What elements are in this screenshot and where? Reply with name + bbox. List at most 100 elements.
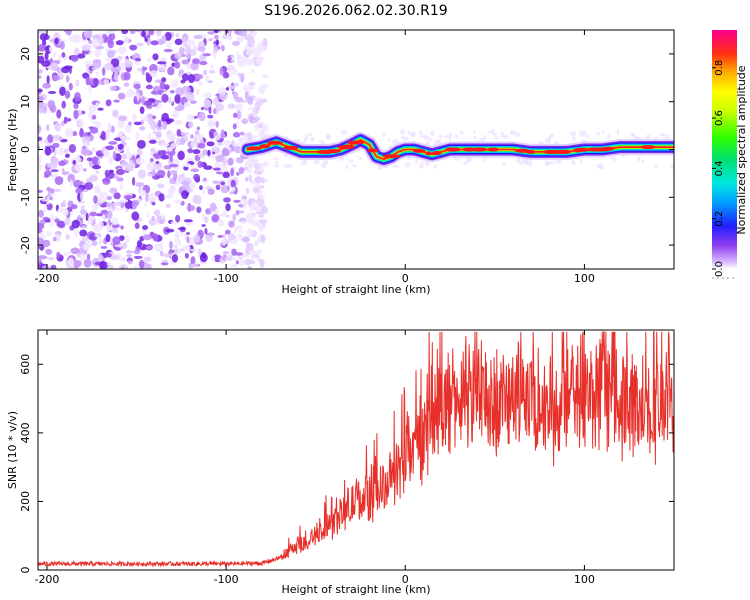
noise-blob (170, 220, 178, 225)
noise-blob (230, 179, 236, 188)
noise-blob (163, 195, 174, 199)
noise-blob (159, 81, 166, 90)
noise-blob (147, 133, 152, 140)
noise-blob (46, 75, 50, 84)
noise-blob (213, 34, 219, 40)
noise-blob (239, 259, 245, 267)
noise-blob (121, 30, 129, 35)
noise-blob (234, 252, 243, 256)
noise-blob (93, 77, 99, 86)
noise-blob (423, 134, 430, 140)
noise-blob (118, 115, 127, 122)
noise-blob (102, 177, 111, 185)
noise-blob (274, 164, 280, 168)
noise-blob (254, 176, 263, 182)
noise-blob (509, 130, 516, 136)
noise-blob (247, 96, 254, 105)
noise-blob (231, 186, 236, 192)
noise-blob (38, 96, 44, 101)
snr-x-tick-label: 100 (574, 573, 595, 586)
noise-blob (152, 121, 156, 132)
noise-blob (157, 150, 167, 156)
noise-blob (142, 234, 152, 241)
noise-blob (260, 235, 266, 244)
noise-blob (141, 95, 145, 106)
noise-blob (250, 69, 255, 74)
noise-blob (227, 36, 233, 41)
noise-blob (286, 163, 294, 168)
noise-blob (79, 253, 86, 262)
noise-blob (222, 233, 227, 239)
signal-hotspot (445, 147, 457, 152)
noise-blob (174, 244, 178, 248)
noise-blob (62, 199, 66, 206)
noise-blob (351, 164, 357, 168)
noise-blob (157, 64, 167, 72)
noise-blob (190, 62, 199, 71)
noise-blob (448, 135, 452, 142)
noise-blob (235, 157, 244, 164)
noise-blob (38, 30, 47, 35)
noise-blob (84, 60, 93, 64)
noise-blob (391, 164, 399, 168)
noise-blob (91, 203, 98, 213)
noise-blob (82, 236, 89, 242)
noise-blob (181, 173, 185, 180)
noise-blob (106, 223, 111, 233)
noise-blob (193, 195, 202, 205)
noise-blob (249, 180, 256, 185)
noise-blob (235, 96, 243, 103)
noise-blob (245, 58, 253, 67)
noise-blob (77, 214, 81, 222)
noise-blob (585, 134, 590, 139)
noise-blob (514, 132, 520, 138)
noise-blob (419, 163, 425, 169)
noise-blob (221, 239, 227, 246)
noise-blob (222, 171, 230, 179)
noise-blob (239, 131, 245, 136)
noise-blob (42, 82, 52, 89)
noise-blob (145, 72, 150, 77)
noise-blob (160, 213, 165, 220)
noise-blob (258, 185, 265, 189)
noise-blob (54, 233, 61, 243)
noise-blob (261, 177, 265, 184)
noise-blob (203, 69, 207, 76)
noise-blob (119, 182, 124, 191)
noise-blob (596, 131, 601, 136)
noise-blob (166, 132, 177, 142)
noise-blob (104, 62, 114, 71)
noise-blob (150, 147, 156, 153)
noise-blob (145, 192, 149, 202)
noise-blob (252, 111, 258, 118)
snr-y-label: SNR (10 * v/v) (6, 411, 19, 489)
noise-blob (236, 110, 242, 120)
noise-blob (142, 66, 148, 71)
noise-blobs (38, 30, 674, 269)
colorbar-label: Normalized spectral amplitude (735, 65, 748, 234)
noise-blob (111, 217, 119, 226)
noise-blob (606, 134, 611, 140)
noise-blob (150, 90, 159, 95)
noise-blob (63, 171, 70, 175)
snr-y-ticks: 0 200 400 600 (19, 354, 674, 574)
noise-blob (84, 182, 94, 191)
noise-blob (175, 214, 181, 223)
noise-blob (94, 45, 105, 50)
noise-blob (157, 61, 167, 65)
noise-blob (73, 109, 79, 120)
noise-blob (152, 131, 162, 135)
noise-blob (147, 193, 157, 203)
noise-blob (64, 128, 74, 138)
noise-blob (42, 216, 50, 221)
noise-blob (160, 154, 170, 160)
noise-blob (213, 46, 219, 53)
noise-blob (197, 81, 204, 86)
noise-blob (156, 213, 160, 223)
noise-blob (44, 146, 52, 156)
noise-blob (254, 122, 259, 132)
noise-blob (202, 53, 211, 57)
noise-blob (59, 86, 66, 97)
noise-blob (211, 214, 220, 223)
signal-hotspot (560, 149, 572, 154)
